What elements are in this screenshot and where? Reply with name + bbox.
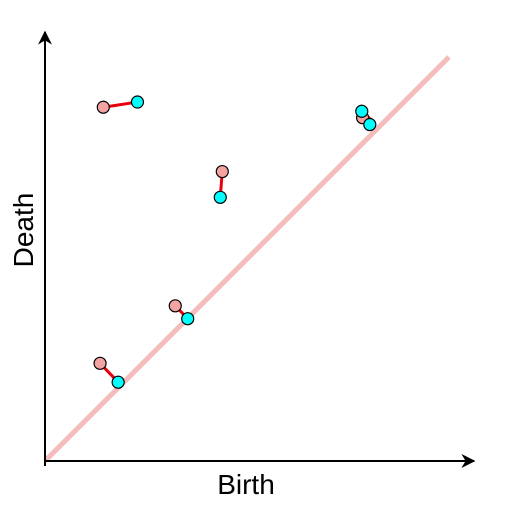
point-a-3 xyxy=(168,299,182,313)
y-axis-label: Death xyxy=(8,193,39,268)
point-b-3 xyxy=(181,312,195,326)
point-a-1 xyxy=(215,164,229,179)
x-axis-label: Birth xyxy=(217,469,275,500)
axes xyxy=(38,30,476,468)
point-b-2 xyxy=(111,375,125,389)
point-a-0 xyxy=(96,100,110,114)
point-b-1 xyxy=(213,190,227,204)
open-point-0 xyxy=(355,104,369,118)
points xyxy=(93,95,377,389)
point-b-0 xyxy=(130,95,145,109)
point-a-2 xyxy=(93,356,107,370)
diagonal-line xyxy=(43,55,451,463)
diagonal-segment xyxy=(43,55,451,463)
pair-links xyxy=(98,100,373,384)
point-b-4 xyxy=(363,117,377,132)
